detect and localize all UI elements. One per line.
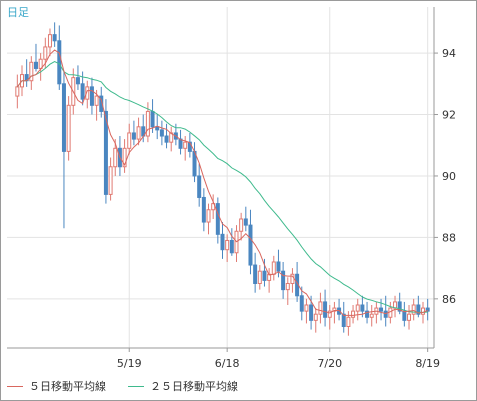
candle-body [229,239,234,254]
candle-body [57,40,62,85]
candle-body [113,147,118,168]
candle-body [85,86,90,100]
x-tick-label: 5/19 [117,357,142,370]
legend-label-ma5: ５日移動平均線 [29,380,106,393]
candle-body [365,310,370,318]
candle-body [164,135,169,143]
candle-body [89,86,94,106]
x-tick-label: 7/20 [317,357,342,370]
candle-body [416,304,421,315]
candle-body [155,126,160,131]
candle-body [43,46,48,60]
candle-body [29,61,34,82]
candle-body [276,261,281,272]
candle-body [80,83,85,100]
candle-body [215,203,220,235]
candle-body [103,110,108,195]
candle-body [313,313,318,321]
candle-body [239,218,244,232]
candle-body [33,61,38,69]
candle-body [243,218,248,226]
ma25-line [16,61,428,313]
candle-body [131,132,136,140]
candle-body [309,304,314,321]
x-tick-label: 8/19 [415,357,440,370]
candle-body [136,126,141,140]
candle-body [281,270,286,291]
legend-swatch-ma25 [128,385,144,387]
candle-body [159,129,164,137]
y-tick-label: 94 [442,47,456,60]
legend-swatch-ma5 [7,385,23,387]
candle-body [220,233,225,251]
candle-body [397,301,402,312]
candle-body [75,77,80,85]
candle-body [271,261,276,275]
x-tick-label: 6/18 [215,357,240,370]
candle-body [355,304,360,312]
candle-body [369,313,374,318]
candle-body [197,175,202,198]
candle-body [304,304,309,312]
candle-body [52,34,57,42]
candle-body [379,307,384,312]
candle-body [346,316,351,327]
y-tick-label: 90 [442,170,456,183]
chart-legend: ５日移動平均線 ２５日移動平均線 [7,377,260,395]
candle-body [327,310,332,318]
candle-body [127,132,132,149]
candle-body [402,310,407,321]
candle-body [351,310,356,318]
y-tick-label: 92 [442,109,456,122]
candle-body [187,141,192,152]
y-tick-label: 86 [442,293,456,306]
legend-item-ma25: ２５日移動平均線 [128,378,238,394]
ma5-line [16,49,428,316]
candle-body [47,34,52,48]
candle-body [150,110,155,128]
candle-body [61,83,66,152]
legend-item-ma5: ５日移動平均線 [7,378,106,394]
candle-body [407,313,412,321]
candle-body [248,224,253,266]
candle-body [341,313,346,327]
candle-body [323,301,328,318]
candle-body [383,310,388,318]
candle-body [318,301,323,315]
candle-body [206,209,211,223]
candle-body [299,295,304,312]
legend-label-ma25: ２５日移動平均線 [150,380,238,393]
candle-body [411,304,416,315]
candle-body [94,95,99,106]
candle-body [15,86,20,97]
chart-mode-label: 日足 [7,6,29,19]
candle-body [421,307,426,315]
candle-body [122,147,127,168]
candle-body [360,304,365,312]
candle-body [285,282,290,291]
plot-area [7,7,434,348]
candle-body [66,104,71,152]
candle-body [262,270,267,281]
candle-body [332,307,337,312]
candle-body [183,141,188,149]
candle-body [257,270,262,284]
candle-body [253,264,258,284]
y-tick-label: 88 [442,231,456,244]
candle-body [201,196,206,223]
candle-body [145,110,150,137]
candle-body [108,166,113,195]
candle-body [225,239,230,251]
candle-body [425,307,430,312]
